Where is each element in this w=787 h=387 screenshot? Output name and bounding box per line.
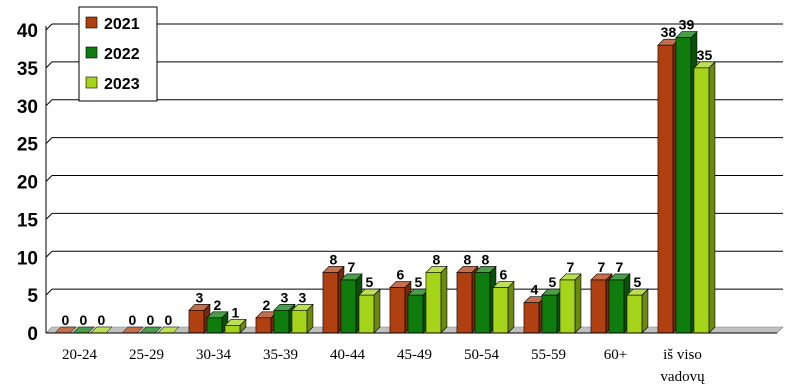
gridline-depth bbox=[45, 61, 53, 69]
data-label: 0 bbox=[98, 312, 106, 328]
data-label: 0 bbox=[147, 312, 155, 328]
gridline-depth bbox=[45, 99, 53, 107]
y-tick-label: 20 bbox=[17, 173, 38, 194]
data-label: 3 bbox=[281, 289, 289, 305]
data-label: 4 bbox=[531, 282, 539, 298]
data-label: 0 bbox=[165, 312, 173, 328]
data-label: 0 bbox=[80, 312, 88, 328]
bar-group bbox=[54, 30, 716, 334]
legend-swatch bbox=[85, 16, 98, 29]
gridline-depth bbox=[45, 175, 53, 182]
data-label: 7 bbox=[598, 259, 606, 275]
bar bbox=[291, 303, 314, 334]
y-tick-label: 10 bbox=[17, 248, 38, 269]
x-tick-label: 60+ bbox=[604, 347, 627, 363]
data-label: 8 bbox=[464, 251, 472, 267]
x-tick-label: 20-24 bbox=[62, 347, 97, 363]
data-label: 7 bbox=[348, 259, 356, 275]
data-label: 3 bbox=[196, 289, 204, 305]
bar bbox=[358, 288, 381, 334]
legend-label: 2022 bbox=[104, 46, 140, 63]
data-label: 6 bbox=[500, 267, 508, 283]
bar bbox=[693, 61, 716, 334]
x-tick-label: 45-49 bbox=[397, 347, 432, 363]
data-label: 35 bbox=[697, 47, 713, 63]
y-tick-label: 0 bbox=[27, 324, 38, 345]
data-label: 5 bbox=[415, 274, 423, 290]
x-tick-label: 25-29 bbox=[129, 347, 164, 363]
data-label: 5 bbox=[549, 274, 557, 290]
bar bbox=[626, 288, 649, 334]
data-label: 5 bbox=[366, 274, 374, 290]
bar bbox=[559, 273, 582, 334]
data-label: 8 bbox=[330, 251, 338, 267]
data-label: 1 bbox=[232, 304, 240, 320]
x-tick-label: 55-59 bbox=[531, 347, 566, 363]
data-label: 3 bbox=[299, 289, 307, 305]
y-tick-label: 25 bbox=[17, 135, 39, 156]
data-label: 0 bbox=[62, 312, 70, 328]
y-tick-label: 40 bbox=[17, 21, 38, 42]
x-tick-label: iš viso bbox=[663, 347, 702, 363]
x-tick-label: 35-39 bbox=[263, 347, 298, 363]
data-label: 5 bbox=[634, 274, 642, 290]
data-label: 7 bbox=[567, 259, 575, 275]
data-label: 8 bbox=[482, 251, 490, 267]
legend-swatch bbox=[85, 76, 98, 89]
y-tick-label: 35 bbox=[17, 59, 39, 80]
gridline-depth bbox=[45, 213, 53, 220]
legend-label: 2021 bbox=[104, 16, 140, 33]
data-label: 6 bbox=[397, 267, 405, 283]
data-label: 0 bbox=[129, 312, 137, 328]
x-tick-label: 40-44 bbox=[330, 347, 365, 363]
gridline-depth bbox=[45, 23, 53, 31]
bar bbox=[492, 280, 515, 334]
x-tick-label: 30-34 bbox=[196, 347, 231, 363]
data-label: 38 bbox=[661, 24, 677, 40]
data-label: 2 bbox=[214, 297, 222, 313]
legend-swatch bbox=[85, 46, 98, 59]
data-label: 2 bbox=[263, 297, 271, 313]
legend-label: 2023 bbox=[104, 76, 140, 93]
data-label: 7 bbox=[616, 259, 624, 275]
bar bbox=[340, 273, 363, 334]
data-label: 8 bbox=[433, 251, 441, 267]
x-tick-label: 50-54 bbox=[464, 347, 499, 363]
bar bbox=[224, 318, 247, 334]
y-tick-label: 15 bbox=[17, 210, 39, 231]
bar bbox=[425, 265, 448, 334]
data-label: 39 bbox=[679, 17, 695, 33]
y-tick-label: 30 bbox=[17, 97, 38, 118]
x-tick-label: vadovų bbox=[660, 369, 705, 385]
gridline-depth bbox=[45, 250, 53, 258]
gridline-depth bbox=[45, 288, 53, 296]
gridline-depth bbox=[45, 137, 53, 144]
legend: 2021 2022 2023 bbox=[78, 6, 158, 102]
y-tick-label: 5 bbox=[27, 286, 38, 307]
